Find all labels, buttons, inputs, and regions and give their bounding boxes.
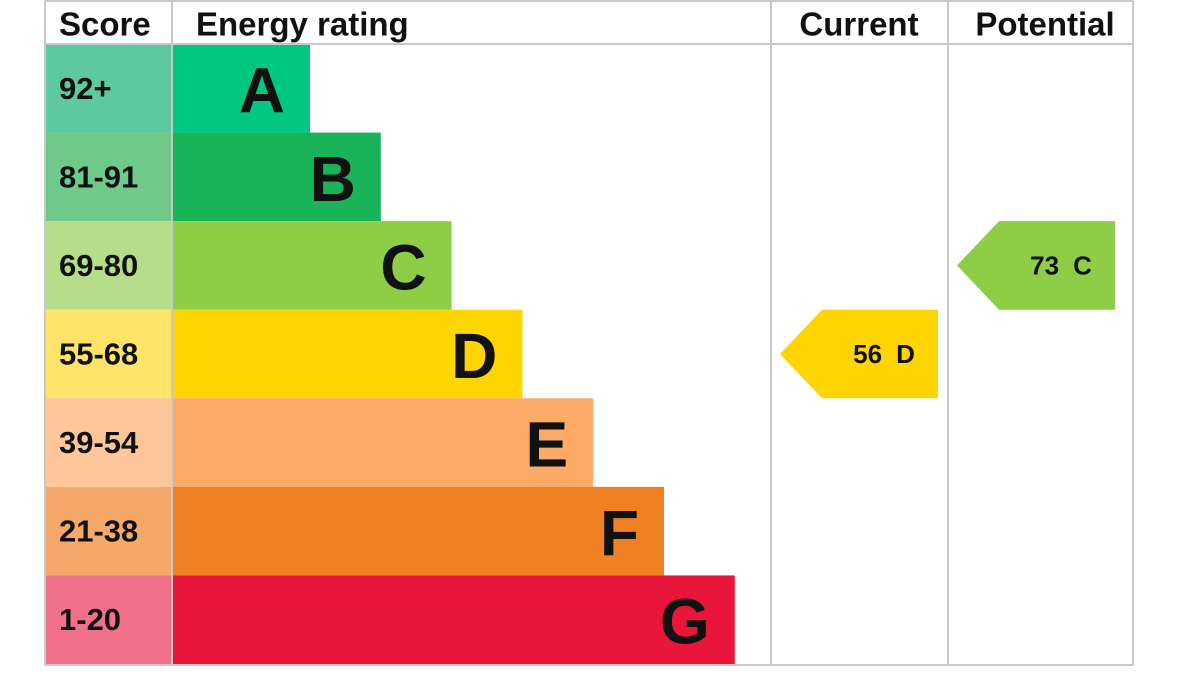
potential-arrow xyxy=(957,221,1115,310)
rating-bar xyxy=(172,309,523,399)
rating-bar xyxy=(172,132,381,222)
rating-bar xyxy=(172,486,664,576)
score-label: 81-91 xyxy=(59,159,138,194)
rating-bar xyxy=(172,44,310,133)
current-score: 56 xyxy=(853,339,882,369)
rating-letter: C xyxy=(380,231,426,303)
score-label: 1-20 xyxy=(59,602,121,637)
score-cell xyxy=(45,309,172,399)
rating-letter: A xyxy=(239,54,285,126)
current-label: 56 D xyxy=(853,339,915,369)
header-energy-rating: Energy rating xyxy=(196,6,409,43)
score-cell xyxy=(45,486,172,576)
score-cell xyxy=(45,398,172,487)
potential-score: 73 xyxy=(1030,250,1059,280)
rating-letter: G xyxy=(660,586,710,658)
header-current: Current xyxy=(799,6,918,43)
score-cell xyxy=(45,132,172,222)
current-rating: D xyxy=(896,339,915,369)
score-cell xyxy=(45,575,172,664)
potential-rating: C xyxy=(1073,250,1092,280)
header-score: Score xyxy=(59,6,151,43)
rating-bar xyxy=(172,398,594,487)
rating-letter: E xyxy=(526,409,569,481)
potential-label: 73 C xyxy=(1030,250,1092,280)
header-potential: Potential xyxy=(975,6,1114,43)
rating-letter: F xyxy=(600,497,639,569)
current-arrow xyxy=(780,309,938,399)
score-label: 69-80 xyxy=(59,248,138,283)
score-cell xyxy=(45,221,172,310)
score-label: 55-68 xyxy=(59,336,138,371)
rating-letter: B xyxy=(310,143,356,215)
score-label: 92+ xyxy=(59,71,112,106)
score-label: 21-38 xyxy=(59,514,138,549)
rating-bar xyxy=(172,221,452,310)
rating-bar xyxy=(172,575,735,664)
score-cell xyxy=(45,44,172,133)
rating-letter: D xyxy=(451,320,497,392)
score-label: 39-54 xyxy=(59,425,139,460)
